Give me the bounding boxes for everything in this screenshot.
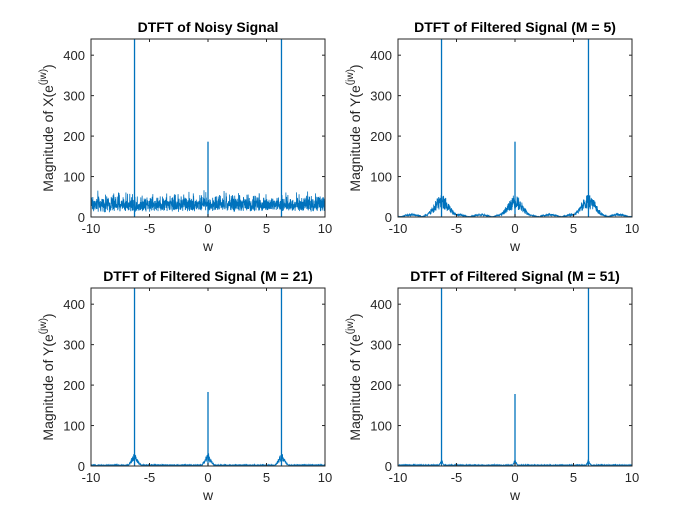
x-tick-label: 10 — [318, 470, 332, 485]
x-tick-label: 10 — [625, 221, 639, 236]
y-axis-label: Magnitude of Y(e(jw)) — [345, 313, 363, 440]
y-tick-label: 200 — [63, 129, 85, 144]
y-tick-label: 200 — [63, 378, 85, 393]
x-tick-label: -5 — [144, 221, 156, 236]
y-tick-label: 100 — [370, 419, 392, 434]
y-tick-label: 100 — [63, 170, 85, 185]
x-tick-label: -10 — [82, 221, 101, 236]
y-tick-label: 300 — [63, 338, 85, 353]
y-tick-label: 0 — [385, 459, 392, 474]
x-tick-label: -5 — [451, 221, 463, 236]
x-tick-label: 10 — [318, 221, 332, 236]
y-axis-label: Magnitude of X(e(jw)) — [38, 64, 56, 191]
x-axis-label: w — [202, 487, 214, 503]
y-tick-label: 200 — [370, 129, 392, 144]
x-tick-label: -10 — [389, 470, 408, 485]
x-tick-label: 0 — [204, 470, 211, 485]
y-tick-label: 300 — [63, 89, 85, 104]
x-tick-label: 0 — [511, 470, 518, 485]
x-tick-label: -5 — [451, 470, 463, 485]
chart-title: DTFT of Filtered Signal (M = 51) — [410, 268, 620, 284]
y-tick-label: 0 — [78, 459, 85, 474]
y-tick-label: 400 — [63, 48, 85, 63]
x-tick-label: -5 — [144, 470, 156, 485]
y-tick-label: 400 — [370, 297, 392, 312]
chart-title: DTFT of Filtered Signal (M = 21) — [103, 268, 313, 284]
x-axis-label: w — [202, 238, 214, 254]
y-tick-label: 200 — [370, 378, 392, 393]
chart-title: DTFT of Noisy Signal — [138, 19, 279, 35]
x-axis-label: w — [509, 238, 521, 254]
x-tick-label: 10 — [625, 470, 639, 485]
y-tick-label: 400 — [63, 297, 85, 312]
y-tick-label: 400 — [370, 48, 392, 63]
x-axis-label: w — [509, 487, 521, 503]
y-axis-label: Magnitude of Y(e(jw)) — [345, 64, 363, 191]
x-tick-label: 0 — [204, 221, 211, 236]
y-axis-label: Magnitude of Y(e(jw)) — [38, 313, 56, 440]
y-tick-label: 300 — [370, 89, 392, 104]
y-tick-label: 100 — [63, 419, 85, 434]
y-tick-label: 300 — [370, 338, 392, 353]
y-tick-label: 100 — [370, 170, 392, 185]
x-tick-label: 5 — [263, 470, 270, 485]
y-tick-label: 0 — [385, 210, 392, 225]
x-tick-label: 5 — [570, 221, 577, 236]
x-tick-label: -10 — [82, 470, 101, 485]
x-tick-label: -10 — [389, 221, 408, 236]
x-tick-label: 0 — [511, 221, 518, 236]
y-tick-label: 0 — [78, 210, 85, 225]
x-tick-label: 5 — [570, 470, 577, 485]
x-tick-label: 5 — [263, 221, 270, 236]
chart-title: DTFT of Filtered Signal (M = 5) — [414, 19, 616, 35]
